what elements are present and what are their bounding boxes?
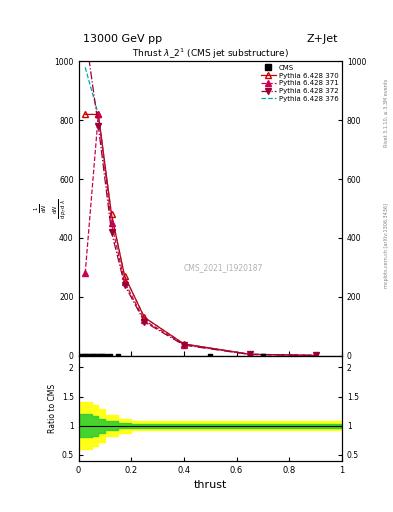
Pythia 6.428 372	[313, 352, 318, 358]
Pythia 6.428 376	[182, 341, 186, 347]
Text: Z+Jet: Z+Jet	[307, 33, 338, 44]
Point	[86, 352, 92, 360]
Pythia 6.428 372	[182, 342, 186, 348]
Point	[260, 352, 266, 360]
Text: CMS_2021_I1920187: CMS_2021_I1920187	[184, 263, 263, 272]
Point	[83, 352, 90, 360]
Text: mcplots.cern.ch [arXiv:1306.3436]: mcplots.cern.ch [arXiv:1306.3436]	[384, 203, 389, 288]
Point	[78, 352, 84, 360]
Title: Thrust $\lambda\_2^1$ (CMS jet substructure): Thrust $\lambda\_2^1$ (CMS jet substruct…	[132, 47, 289, 61]
Pythia 6.428 370	[313, 352, 318, 358]
Line: Pythia 6.428 372: Pythia 6.428 372	[83, 29, 318, 358]
Point	[81, 352, 87, 360]
Line: Pythia 6.428 370: Pythia 6.428 370	[83, 112, 318, 358]
Pythia 6.428 372	[122, 282, 127, 288]
X-axis label: thrust: thrust	[194, 480, 227, 490]
Pythia 6.428 376	[122, 273, 127, 280]
Y-axis label: Ratio to CMS: Ratio to CMS	[48, 383, 57, 433]
Pythia 6.428 371	[248, 351, 252, 357]
Pythia 6.428 376	[83, 64, 88, 70]
Point	[94, 352, 100, 360]
Pythia 6.428 372	[83, 29, 88, 35]
Line: Pythia 6.428 371: Pythia 6.428 371	[83, 112, 318, 358]
Pythia 6.428 370	[109, 211, 114, 218]
Point	[115, 352, 121, 360]
Pythia 6.428 370	[182, 341, 186, 347]
Point	[97, 352, 103, 360]
Pythia 6.428 376	[109, 211, 114, 218]
Pythia 6.428 376	[248, 351, 252, 357]
Line: Pythia 6.428 376: Pythia 6.428 376	[85, 67, 316, 355]
Point	[207, 352, 213, 360]
Pythia 6.428 371	[122, 279, 127, 285]
Y-axis label: $\frac{1}{\mathrm{d}N}$
$\frac{\mathrm{d}N}{\mathrm{d}\,p_T\,\mathrm{d}\,\lambda: $\frac{1}{\mathrm{d}N}$ $\frac{\mathrm{d…	[33, 198, 68, 219]
Text: Rivet 3.1.10, ≥ 3.3M events: Rivet 3.1.10, ≥ 3.3M events	[384, 78, 389, 147]
Pythia 6.428 376	[313, 352, 318, 358]
Pythia 6.428 372	[248, 351, 252, 357]
Pythia 6.428 376	[142, 314, 147, 321]
Pythia 6.428 370	[142, 314, 147, 321]
Point	[89, 352, 95, 360]
Pythia 6.428 372	[109, 229, 114, 235]
Pythia 6.428 370	[122, 273, 127, 280]
Pythia 6.428 371	[109, 220, 114, 226]
Point	[91, 352, 97, 360]
Pythia 6.428 370	[248, 351, 252, 357]
Point	[102, 352, 108, 360]
Text: 13000 GeV pp: 13000 GeV pp	[83, 33, 162, 44]
Pythia 6.428 371	[142, 317, 147, 324]
Pythia 6.428 372	[96, 123, 101, 129]
Pythia 6.428 371	[83, 270, 88, 276]
Legend: CMS, Pythia 6.428 370, Pythia 6.428 371, Pythia 6.428 372, Pythia 6.428 376: CMS, Pythia 6.428 370, Pythia 6.428 371,…	[259, 63, 340, 103]
Pythia 6.428 372	[142, 319, 147, 325]
Point	[99, 352, 105, 360]
Point	[107, 352, 113, 360]
Pythia 6.428 370	[83, 111, 88, 117]
Pythia 6.428 371	[313, 352, 318, 358]
Pythia 6.428 371	[182, 342, 186, 348]
Pythia 6.428 371	[96, 111, 101, 117]
Pythia 6.428 376	[96, 111, 101, 117]
Pythia 6.428 370	[96, 111, 101, 117]
